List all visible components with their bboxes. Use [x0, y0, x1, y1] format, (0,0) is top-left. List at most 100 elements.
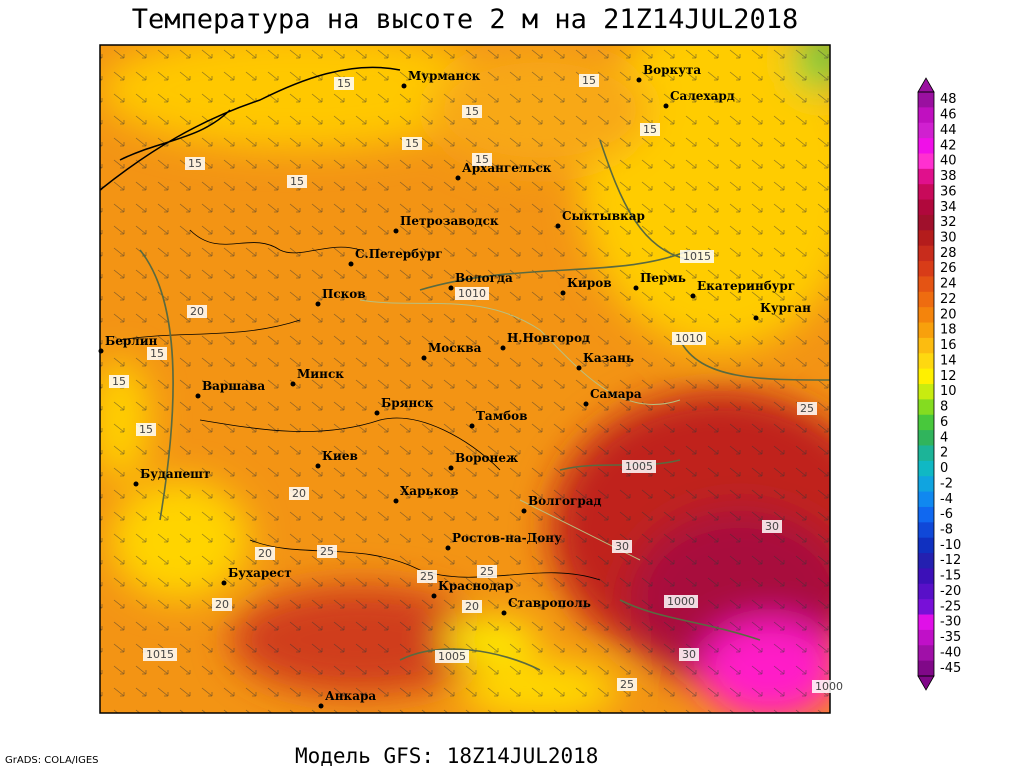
city-dot: [690, 293, 696, 299]
colorbar-swatch: [918, 583, 934, 600]
colorbar-label: 16: [940, 338, 957, 353]
contour-label-box: [109, 375, 129, 388]
city-label: Харьков: [400, 484, 459, 498]
colorbar-label: 20: [940, 307, 957, 322]
contour-label: 15: [188, 157, 202, 170]
colorbar-swatch: [918, 230, 934, 247]
city-label: Петрозаводск: [400, 214, 499, 228]
contour-label: 1010: [675, 332, 703, 345]
contour-label-box: [664, 595, 698, 608]
contour-label: 15: [582, 74, 596, 87]
city-dot: [318, 703, 324, 709]
colorbar-label: -20: [940, 584, 961, 599]
colorbar-swatch: [918, 214, 934, 231]
city-label: Киев: [322, 449, 358, 463]
colorbar-label: 28: [940, 246, 957, 261]
contour-label: 1005: [438, 650, 466, 663]
contour-label: 15: [337, 77, 351, 90]
city-dot: [560, 290, 566, 296]
colorbar-swatch: [918, 184, 934, 201]
colorbar-swatch: [918, 460, 934, 477]
contour-label-layer: 15 15 15 15 15 15 15 15 20 15 15 15 20 20 25 20 25 20 25 25…: [109, 74, 846, 693]
city-label: Волгоград: [528, 494, 601, 508]
colorbar-label: 48: [940, 92, 957, 107]
colorbar-label: 40: [940, 154, 957, 169]
contour-label: 1015: [146, 648, 174, 661]
city-label: Воронеж: [455, 451, 518, 465]
colorbar-label: 8: [940, 400, 948, 415]
contour-label-box: [812, 680, 846, 693]
colorbar-label: 18: [940, 323, 957, 338]
colorbar-label: -10: [940, 538, 961, 553]
city-label: С.Петербург: [355, 247, 443, 261]
colorbar-frame: [917, 91, 935, 677]
colorbar-swatch: [918, 245, 934, 262]
colorbar-label: -2: [940, 476, 953, 491]
colorbar-label: 44: [940, 123, 957, 138]
colorbar-label: 32: [940, 215, 957, 230]
city-label: Воркута: [643, 63, 701, 77]
colorbar-swatch: [918, 138, 934, 154]
city-label: Курган: [760, 301, 811, 315]
contour-label-box: [762, 520, 782, 533]
contour-label-box: [136, 423, 156, 436]
colorbar-top-arrow: [917, 77, 935, 93]
city-label: Мурманск: [408, 69, 481, 83]
contour-label: 20: [292, 487, 306, 500]
contour-label: 1000: [667, 595, 695, 608]
city-dot: [374, 410, 380, 416]
city-label: Краснодар: [438, 579, 513, 593]
contour-label: 20: [215, 598, 229, 611]
city-dot: [455, 175, 461, 181]
colorbar-swatch: [918, 537, 934, 554]
city-dot: [421, 355, 427, 361]
city-dot: [315, 463, 321, 469]
city-label: Псков: [322, 287, 366, 301]
city-dot: [555, 223, 561, 229]
colorbar-label: -25: [940, 599, 961, 614]
colorbar-swatch: [918, 506, 934, 523]
city-dot: [576, 365, 582, 371]
colorbar-label: -45: [940, 661, 961, 676]
contour-label-box: [612, 540, 632, 553]
colorbar-label: -12: [940, 553, 961, 568]
city-dot: [195, 393, 201, 399]
contour-label-box: [187, 305, 207, 318]
contour-label-box: [679, 648, 699, 661]
colorbar-swatch: [918, 445, 934, 462]
colorbar-label: 24: [940, 277, 957, 292]
contour-label-box: [672, 332, 706, 345]
colorbar-label: 22: [940, 292, 957, 307]
city-dot: [98, 348, 104, 354]
colorbar-swatch: [918, 337, 934, 354]
contour-label-box: [462, 105, 482, 118]
colorbar-label: -40: [940, 645, 961, 660]
city-label: Екатеринбург: [697, 279, 795, 293]
contour-label-box: [143, 648, 177, 661]
colorbar-label: -35: [940, 630, 961, 645]
city-label: Будапешт: [140, 467, 210, 481]
map-frame: [99, 44, 831, 714]
colorbar-swatch: [918, 645, 934, 662]
contour-label-box: [622, 460, 656, 473]
contour-label-box: [435, 650, 469, 663]
colorbar-swatch: [918, 476, 934, 493]
colorbar-label: -6: [940, 507, 953, 522]
contour-label: 15: [150, 347, 164, 360]
city-dot: [401, 83, 407, 89]
colorbar-label: 2: [940, 446, 948, 461]
contour-label: 15: [405, 137, 419, 150]
city-dot: [663, 103, 669, 109]
city-label: Казань: [583, 351, 634, 365]
city-label: Вологда: [455, 271, 513, 285]
city-dot: [636, 77, 642, 83]
contour-label: 15: [290, 175, 304, 188]
colorbar-swatch: [918, 491, 934, 508]
contour-label-box: [680, 250, 714, 263]
colorbar-swatch: [918, 384, 934, 400]
contour-label-box: [255, 547, 275, 560]
contour-label: 30: [765, 520, 779, 533]
city-dot: [501, 610, 507, 616]
